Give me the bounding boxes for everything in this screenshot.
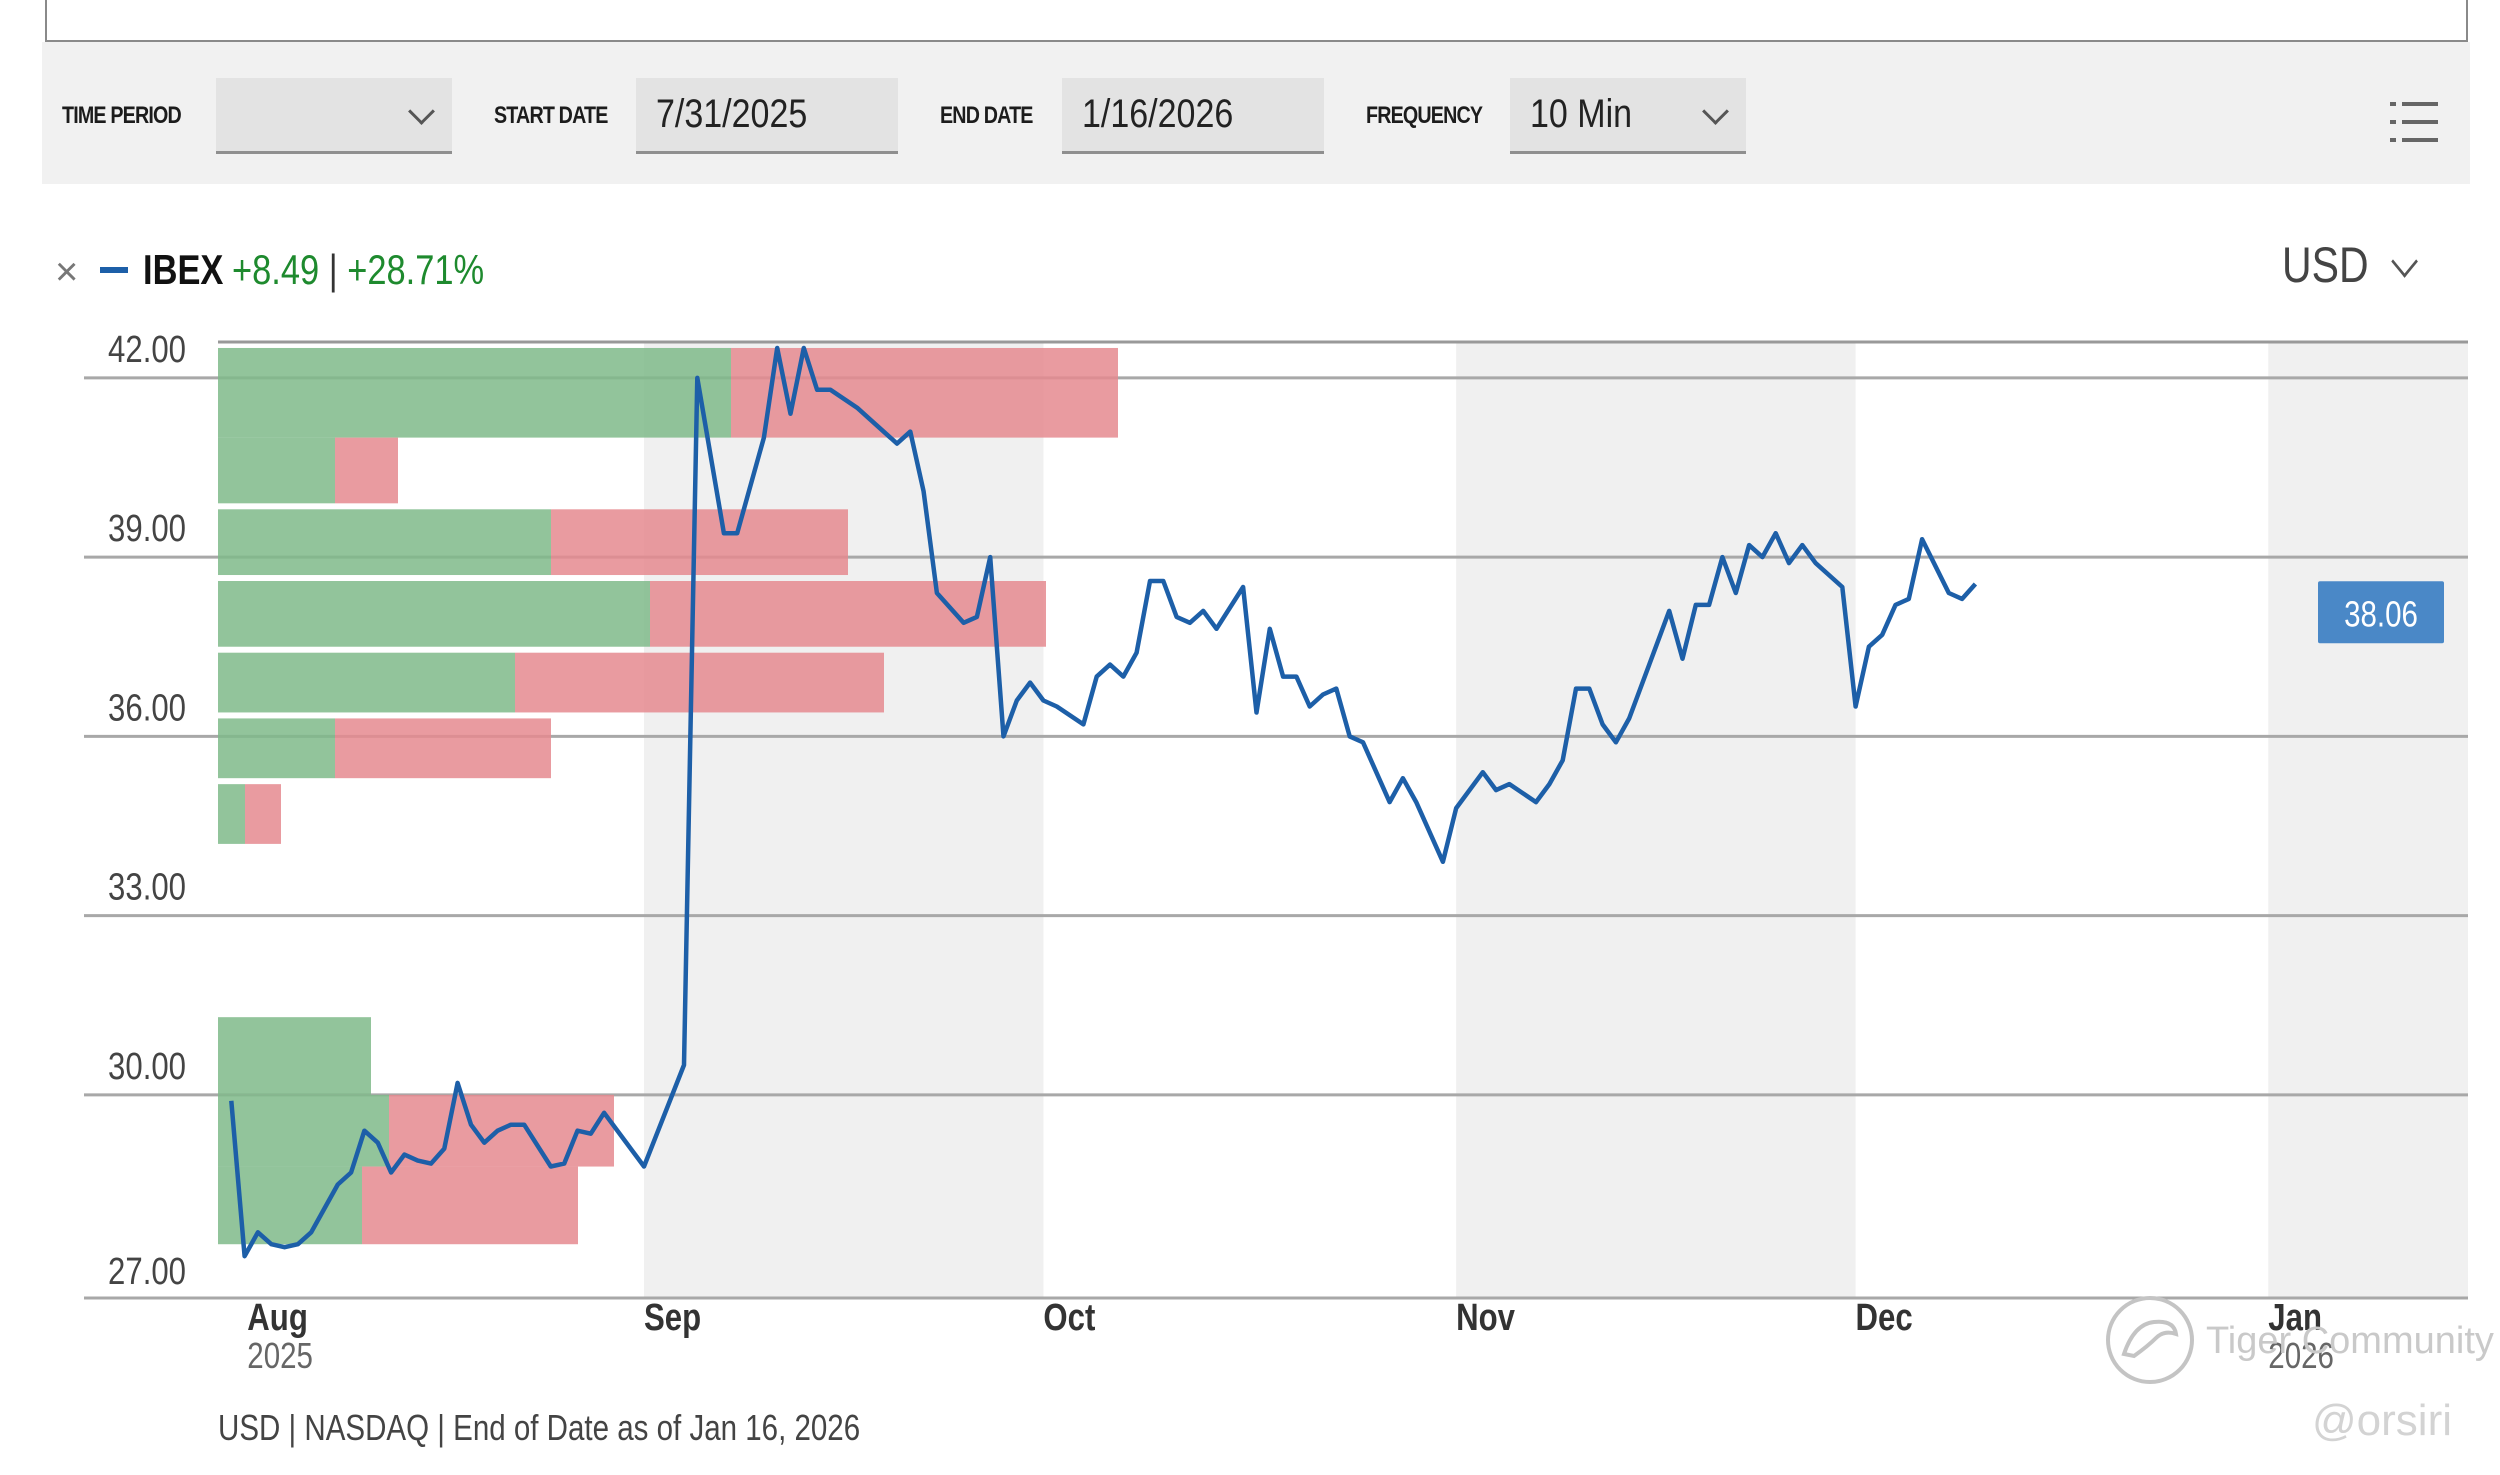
y-tick-label: 33.00 xyxy=(108,867,186,909)
x-tick-sublabel: 2026 xyxy=(2268,1335,2334,1375)
month-shading xyxy=(644,342,2468,1298)
last-price-label: 38.06 xyxy=(2344,593,2418,633)
y-tick-label: 42.00 xyxy=(108,329,186,371)
frequency-value: 10 Min xyxy=(1530,92,1633,136)
x-tick-label: Jan xyxy=(2268,1297,2322,1339)
start-date-input[interactable]: 7/31/2025 xyxy=(636,78,898,154)
volume-buy-bar xyxy=(218,652,515,713)
close-icon[interactable]: × xyxy=(55,250,79,294)
start-date-value: 7/31/2025 xyxy=(656,92,808,136)
month-shade xyxy=(644,342,1044,1298)
series-change: +8.49 | +28.71% xyxy=(232,246,484,294)
volume-buy-bar xyxy=(218,1017,371,1095)
x-tick-label: Oct xyxy=(1043,1297,1095,1339)
x-tick-label: Nov xyxy=(1456,1297,1515,1339)
tiger-logo-icon xyxy=(2106,1296,2194,1384)
currency-select[interactable]: USD xyxy=(2282,236,2418,294)
chart-toolbar: TIME PERIOD START DATE 7/31/2025 END DAT… xyxy=(42,42,2470,184)
price-line-group xyxy=(229,345,1978,1259)
frequency-label: FREQUENCY xyxy=(1366,102,1483,129)
x-tick-label: Dec xyxy=(1856,1297,1913,1339)
currency-value: USD xyxy=(2282,237,2369,293)
volume-sell-bar xyxy=(551,509,848,576)
volume-buy-bar xyxy=(218,509,551,576)
volume-sell-bar xyxy=(335,437,398,504)
x-tick-sublabel: 2025 xyxy=(247,1335,313,1375)
watermark-text: Tiger Community xyxy=(2206,1320,2494,1362)
change-separator: | xyxy=(328,246,338,293)
month-shade xyxy=(1456,342,1856,1298)
volume-buy-bar xyxy=(218,347,731,438)
end-date-label: END DATE xyxy=(940,102,1033,129)
end-date-input[interactable]: 1/16/2026 xyxy=(1062,78,1324,154)
volume-sell-bar xyxy=(245,784,281,844)
frequency-select[interactable]: 10 Min xyxy=(1510,78,1746,154)
volume-sell-bar xyxy=(362,1166,578,1245)
chart-footer: USD | NASDAQ | End of Date as of Jan 16,… xyxy=(218,1407,861,1448)
time-period-select[interactable] xyxy=(216,78,452,154)
volume-buy-bar xyxy=(218,784,245,844)
y-tick-label: 30.00 xyxy=(108,1046,186,1088)
volume-buy-bar xyxy=(218,581,650,647)
series-ticker: IBEX xyxy=(143,246,224,293)
volume-buy-bar xyxy=(218,437,335,504)
volume-buy-bar xyxy=(218,718,335,779)
volume-sell-bar xyxy=(650,581,1046,647)
volume-sell-bar xyxy=(731,347,1118,438)
end-date-value: 1/16/2026 xyxy=(1082,92,1234,136)
last-price-badge-bg xyxy=(2318,581,2444,644)
y-tick-label: 39.00 xyxy=(108,508,186,550)
series-swatch xyxy=(100,267,128,273)
volume-sell-bar xyxy=(515,652,884,713)
list-menu-icon[interactable] xyxy=(2390,100,2440,144)
change-percent: +28.71% xyxy=(347,246,485,293)
x-tick-label: Aug xyxy=(247,1297,308,1339)
time-period-label: TIME PERIOD xyxy=(62,102,182,129)
y-tick-label: 36.00 xyxy=(108,688,186,730)
volume-buy-bar xyxy=(218,1094,389,1167)
y-tick-label: 27.00 xyxy=(108,1251,186,1293)
watermark-handle: @orsiri xyxy=(2312,1396,2452,1445)
last-price-badge: 38.06 xyxy=(2318,581,2444,644)
header-panel xyxy=(45,0,2468,42)
series-line-ibex xyxy=(229,345,1978,1259)
x-tick-label: Sep xyxy=(644,1297,701,1339)
month-shade xyxy=(2268,342,2468,1298)
volume-sell-bar xyxy=(335,718,551,779)
start-date-label: START DATE xyxy=(494,102,608,129)
change-absolute: +8.49 xyxy=(232,246,320,293)
